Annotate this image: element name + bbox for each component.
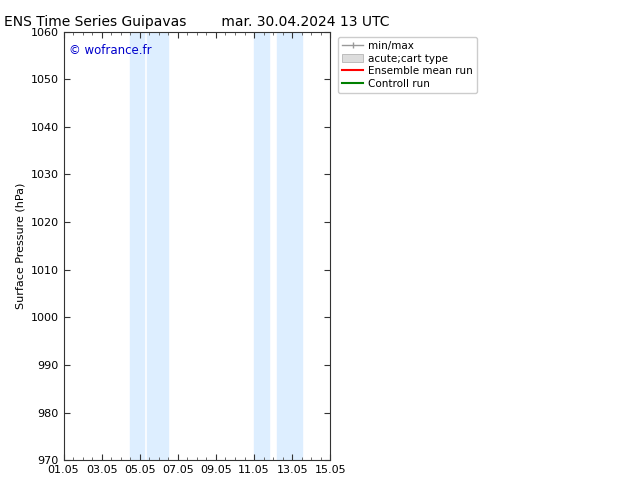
Legend: min/max, acute;cart type, Ensemble mean run, Controll run: min/max, acute;cart type, Ensemble mean … [338,37,477,93]
Text: © wofrance.fr: © wofrance.fr [69,45,152,57]
Bar [277,31,302,460]
Y-axis label: Surface Pressure (hPa): Surface Pressure (hPa) [15,183,25,309]
Bar [130,31,143,460]
Title: ENS Time Series Guipavas        mar. 30.04.2024 13 UTC: ENS Time Series Guipavas mar. 30.04.2024… [4,15,390,29]
Bar [254,31,269,460]
Bar [147,31,169,460]
